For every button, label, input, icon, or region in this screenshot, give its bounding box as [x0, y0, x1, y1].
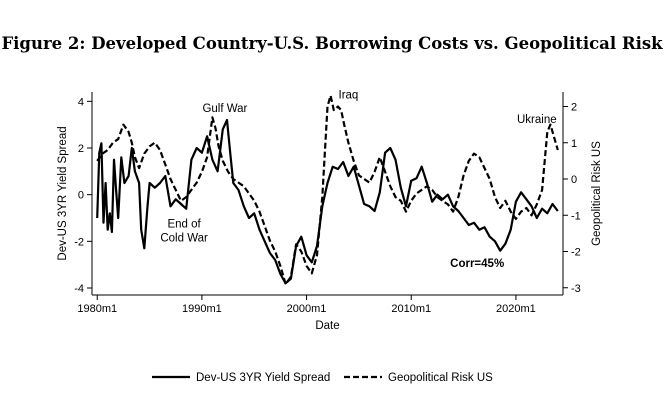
- series-line-yield-spread: [96, 118, 559, 285]
- series-line-geopolitical-risk: [96, 94, 559, 286]
- annotation-end-of: End of: [167, 218, 201, 230]
- y-left-tick-label: 2: [78, 143, 84, 155]
- y-right-tick-label: -1: [571, 210, 581, 222]
- y-left-tick-label: 4: [78, 96, 84, 108]
- y-left-axis-label: Dev-US 3YR Yield Spread: [57, 126, 69, 260]
- chart-axes: [91, 92, 564, 296]
- legend-label-geopolitical-risk: Geopolitical Risk US: [388, 372, 493, 384]
- y-right-tick-label: -2: [571, 247, 581, 259]
- y-right-tick-label: 2: [571, 102, 577, 114]
- figure-title: Figure 2: Developed Country-U.S. Borrowi…: [1, 34, 663, 53]
- y-left-tick-label: 0: [78, 190, 84, 202]
- x-tick-label: 1990m1: [182, 303, 222, 315]
- legend-label-yield-spread: Dev-US 3YR Yield Spread: [196, 372, 330, 384]
- y-right-tick-label: 1: [571, 138, 577, 150]
- x-tick-label: 1980m1: [77, 303, 117, 315]
- x-axis-label: Date: [315, 320, 339, 332]
- x-tick-label: 2020m1: [496, 303, 536, 315]
- y-right-axis-label: Geopolitical Risk US: [591, 141, 603, 246]
- annotation-cold-war: Cold War: [160, 232, 208, 244]
- y-left-tick-label: -2: [74, 236, 84, 248]
- y-left-tick-label: -4: [74, 283, 84, 295]
- x-tick-label: 2010m1: [391, 303, 431, 315]
- annotation-ukraine: Ukraine: [517, 114, 557, 126]
- chart-annotations: Gulf War Iraq Ukraine End of Cold War Corr=45…: [160, 90, 556, 270]
- annotation-corr: Corr=45%: [450, 258, 504, 270]
- x-tick-label: 2000m1: [287, 303, 327, 315]
- chart-series: [96, 94, 559, 286]
- chart-axis-labels: Date Dev-US 3YR Yield Spread Geopolitical …: [57, 126, 603, 332]
- annotation-iraq: Iraq: [339, 90, 359, 102]
- chart-ticks: 1980m1 1990m1 2000m1 2010m1 2020m1 -4 -2 0 2 4 -3 -…: [74, 96, 581, 315]
- chart-legend: Dev-US 3YR Yield Spread Geopolitical Risk…: [152, 372, 493, 384]
- annotation-gulf-war: Gulf War: [202, 103, 247, 115]
- y-right-tick-label: 0: [571, 174, 577, 186]
- y-right-tick-label: -3: [571, 283, 581, 295]
